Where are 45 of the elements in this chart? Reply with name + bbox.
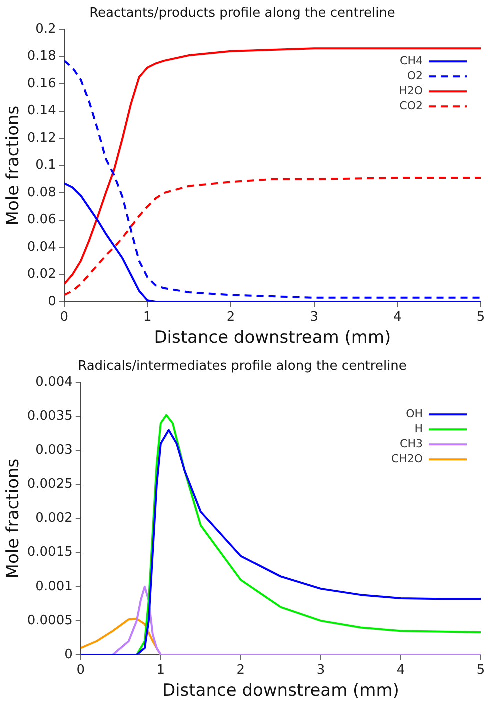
x-tick-label: 2 [226, 310, 236, 326]
legend-label: CH3 [400, 437, 423, 450]
legend-label: OH [406, 407, 423, 420]
y-tick-label: 0.06 [27, 212, 56, 228]
chart-title: Radicals/intermediates profile along the centreline [78, 359, 407, 374]
x-tick-label: 2 [236, 663, 246, 678]
y-tick-label: 0 [48, 294, 56, 310]
y-tick-label: 0.12 [27, 130, 56, 146]
y-tick-label: 0.002 [36, 511, 73, 526]
x-tick-label: 0 [76, 663, 86, 678]
y-tick-label: 0.02 [27, 267, 56, 282]
legend-label: H2O [399, 84, 424, 98]
y-tick-label: 0.0035 [27, 409, 73, 424]
y-axis-title: Mole fractions [4, 106, 24, 226]
x-tick-label: 3 [316, 663, 326, 678]
legend-label: CO2 [400, 99, 423, 112]
x-axis-title: Distance downstream (mm) [154, 328, 392, 348]
y-tick-label: 0.18 [27, 49, 56, 64]
y-tick-label: 0.0005 [27, 613, 73, 628]
y-tick-label: 0.08 [27, 185, 56, 200]
x-axis-title: Distance downstream (mm) [162, 681, 400, 702]
x-tick-label: 4 [394, 310, 402, 326]
y-tick-label: 0.001 [36, 579, 73, 594]
y-tick-label: 0.04 [27, 240, 56, 255]
chart-title: Reactants/products profile along the centreline [90, 6, 396, 22]
legend-label: CH2O [391, 452, 424, 466]
x-tick-label: 3 [310, 310, 318, 326]
y-axis-title: Mole fractions [4, 458, 24, 579]
legend-label: H [414, 422, 423, 436]
y-tick-label: 0.0015 [27, 545, 73, 560]
y-tick-label: 0.1 [36, 158, 56, 174]
x-tick-label: 4 [396, 663, 406, 678]
y-tick-label: 0.14 [27, 104, 56, 119]
x-tick-label: 1 [144, 310, 152, 326]
y-tick-label: 0.004 [36, 374, 73, 390]
y-tick-label: 0.0025 [27, 477, 73, 492]
y-tick-label: 0.2 [36, 22, 56, 37]
y-tick-label: 0.003 [36, 443, 73, 458]
y-tick-label: 0.16 [27, 76, 56, 92]
x-tick-label: 1 [156, 663, 166, 678]
x-tick-label: 5 [476, 663, 486, 678]
legend-label: CH4 [400, 54, 423, 68]
x-tick-label: 5 [476, 310, 486, 326]
legend-label: O2 [407, 69, 423, 82]
y-tick-label: 0 [64, 647, 73, 662]
